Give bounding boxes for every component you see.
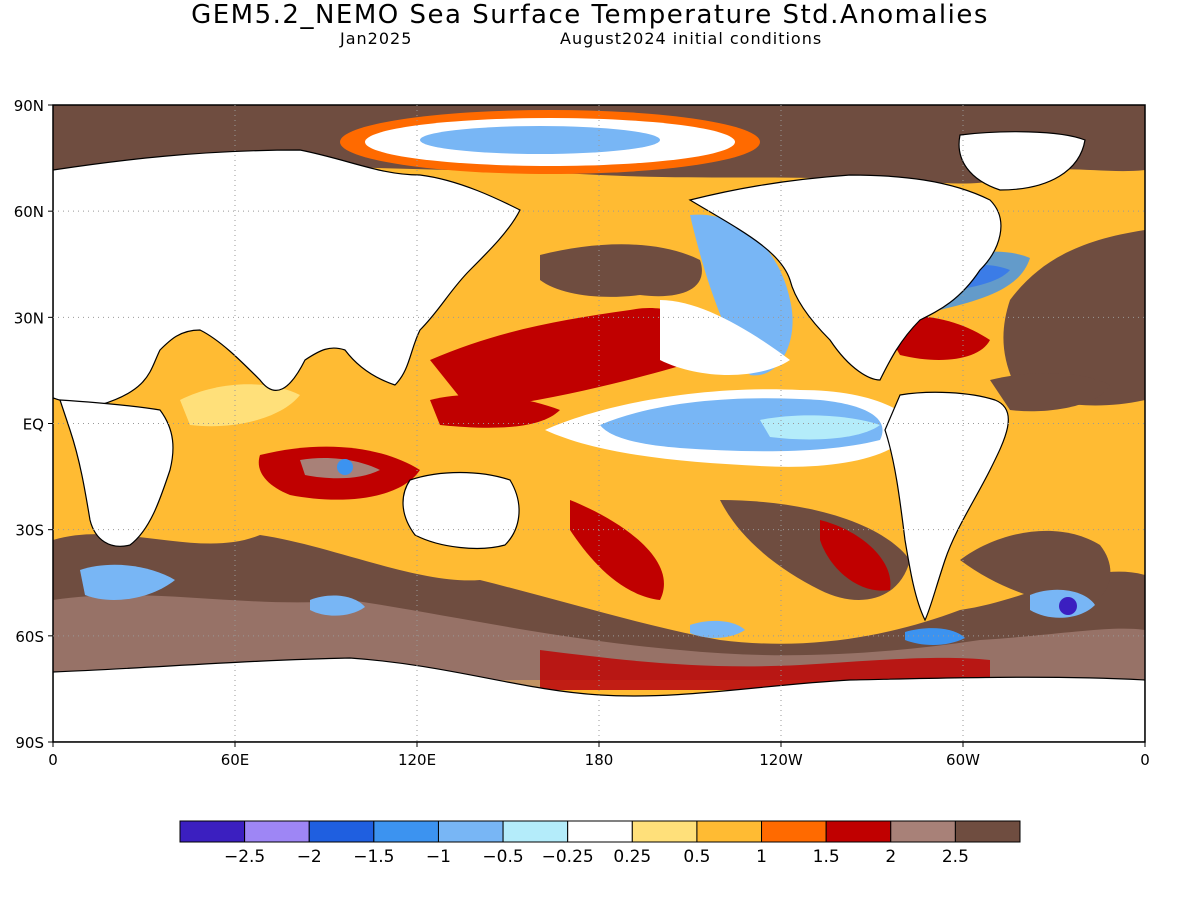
colorbar-label: −2.5 xyxy=(224,847,265,867)
colorbar-swatch xyxy=(954,820,1021,843)
colorbar-label: 2 xyxy=(885,847,896,867)
lon-tick-label: 60W xyxy=(946,751,980,769)
lat-tick-label: EQ xyxy=(23,416,44,434)
colorbar-swatch xyxy=(890,820,956,843)
colorbar-swatch xyxy=(825,820,892,843)
lat-tick-label: 90S xyxy=(15,734,44,752)
initial-conditions: August2024 initial conditions xyxy=(560,29,823,48)
lat-tick-label: 30N xyxy=(14,309,44,327)
map-title: GEM5.2_NEMO Sea Surface Temperature Std.… xyxy=(191,0,989,30)
colorbar-swatch xyxy=(761,820,827,843)
south-indian-cool xyxy=(310,595,365,616)
colorbar-swatch xyxy=(179,820,246,843)
south-atlantic-cold-spot xyxy=(1059,597,1077,615)
north-america-land xyxy=(688,174,1002,381)
north-pacific-brown xyxy=(540,244,702,297)
colorbar-label: −1 xyxy=(426,847,451,867)
tropical-atlantic-brown xyxy=(990,373,1110,412)
west-pacific-warm-red xyxy=(430,394,560,428)
north-pacific-red xyxy=(430,308,706,410)
sw-indian-cool xyxy=(80,564,175,600)
colorbar-label: −2 xyxy=(297,847,322,867)
greenland-land xyxy=(958,131,1086,191)
colorbar-label: 0.25 xyxy=(613,847,651,867)
colorbar-label: −1.5 xyxy=(353,847,394,867)
colorbar-swatch xyxy=(567,820,633,843)
colorbar-label: 2.5 xyxy=(942,847,969,867)
north-atlantic-brown xyxy=(1003,230,1145,406)
indian-ocean-light xyxy=(180,384,300,427)
colorbar-label: −0.5 xyxy=(482,847,523,867)
lon-tick-label: 0 xyxy=(48,751,58,769)
lon-tick-label: 120E xyxy=(398,751,436,769)
equatorial-pacific-light xyxy=(760,415,880,440)
lon-tick-label: 60E xyxy=(221,751,250,769)
latitude-axis: 90N 60N 30N EQ 30S 60S 90S xyxy=(14,97,53,752)
colorbar-swatch xyxy=(373,820,439,843)
gridlines xyxy=(53,105,1145,742)
arctic-cool-patch xyxy=(420,126,660,154)
lat-tick-label: 60N xyxy=(14,203,44,221)
ne-pacific-white xyxy=(660,300,790,375)
africa-south-land xyxy=(59,399,174,547)
colorbar: −2.5 −2 −1.5 −1 −0.5 −0.25 0.25 0.5 1 1.5 2 2.5 xyxy=(179,820,1021,867)
gulf-alaska-cool xyxy=(690,214,793,376)
southern-pacific-cool xyxy=(690,620,745,638)
longitude-axis: 0 60E 120E 180 120W 60W 0 xyxy=(48,742,1150,769)
lon-tick-label: 180 xyxy=(585,751,614,769)
colorbar-label: −0.25 xyxy=(542,847,594,867)
forecast-month: Jan2025 xyxy=(340,29,413,48)
colorbar-label: 0.5 xyxy=(683,847,710,867)
colorbar-swatch xyxy=(437,820,504,843)
australia-land xyxy=(402,471,520,549)
south-pacific-red-2 xyxy=(820,520,891,591)
lat-tick-label: 30S xyxy=(15,522,44,540)
lon-tick-label: 0 xyxy=(1140,751,1150,769)
lat-tick-label: 60S xyxy=(15,628,44,646)
lat-tick-label: 90N xyxy=(14,97,44,115)
colorbar-swatch xyxy=(308,820,375,843)
eurasia-africa-land xyxy=(53,149,521,406)
colorbar-label: 1 xyxy=(756,847,767,867)
drake-passage-cool xyxy=(905,628,965,645)
colorbar-swatch xyxy=(631,820,698,843)
south-pacific-red xyxy=(570,500,664,600)
colorbar-swatch xyxy=(502,820,569,843)
colorbar-swatch xyxy=(696,820,763,843)
south-america-land xyxy=(884,391,1009,622)
colorbar-swatch xyxy=(244,820,310,843)
south-atlantic-brown xyxy=(960,530,1111,610)
lon-tick-label: 120W xyxy=(759,751,803,769)
indian-ocean-cool-spot xyxy=(337,459,353,475)
land-masses xyxy=(53,131,1145,742)
colorbar-label: 1.5 xyxy=(813,847,840,867)
